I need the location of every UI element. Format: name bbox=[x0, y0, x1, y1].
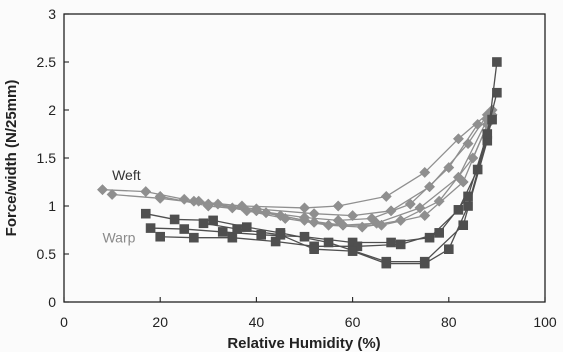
series-9-point-3 bbox=[227, 232, 238, 243]
axis-layer bbox=[63, 13, 546, 303]
series-1-point-1 bbox=[96, 184, 109, 196]
series-10-point-6 bbox=[381, 258, 392, 269]
series-1-point-8 bbox=[419, 166, 431, 178]
y-tick-label-1-5: 1.5 bbox=[37, 150, 57, 166]
series-9-point-4 bbox=[270, 236, 281, 247]
y-tick-label-2-5: 2.5 bbox=[37, 54, 57, 70]
series-4-point-7 bbox=[414, 202, 426, 214]
series-3-point-1 bbox=[154, 190, 166, 202]
series-5-point-4 bbox=[322, 219, 335, 231]
series-1-point-6 bbox=[332, 200, 344, 212]
series-8-point-5 bbox=[299, 231, 310, 242]
y-tick-label-1: 1 bbox=[48, 198, 56, 214]
series-9-line bbox=[159, 133, 488, 247]
series-10-point-10 bbox=[487, 114, 497, 125]
series-3-point-9 bbox=[472, 118, 484, 130]
series-3-point-8 bbox=[443, 162, 455, 174]
series-10-point-7 bbox=[419, 258, 430, 269]
series-6-point-4 bbox=[337, 219, 349, 231]
x-tick-label-100: 100 bbox=[533, 314, 557, 330]
y-tick-label-2: 2 bbox=[48, 102, 56, 118]
x-tick-label-40: 40 bbox=[249, 314, 265, 330]
series-10-point-9 bbox=[463, 201, 473, 211]
series-9-point-2 bbox=[189, 232, 199, 243]
x-axis-title: Relative Humidity (%) bbox=[227, 335, 380, 352]
series-8-point-9 bbox=[453, 205, 464, 215]
series-6-line bbox=[217, 123, 488, 226]
series-10-point-8 bbox=[443, 244, 454, 254]
series-10-line bbox=[202, 118, 493, 265]
series-4-point-1 bbox=[178, 193, 190, 205]
series-7-point-4 bbox=[241, 222, 252, 232]
series-6-point-7 bbox=[457, 176, 469, 188]
text-layer: 0 20 40 60 80 100 0 0.5 1 1.5 2 2.5 3 Relative Humidi… bbox=[3, 6, 557, 352]
x-tick-label-60: 60 bbox=[345, 314, 361, 330]
x-tick-label-0: 0 bbox=[60, 314, 68, 330]
series-7-point-2 bbox=[169, 214, 180, 225]
y-tick-label-0-5: 0.5 bbox=[37, 246, 57, 262]
series-9-point-1 bbox=[155, 231, 165, 242]
series-8-point-2 bbox=[179, 224, 190, 234]
series-8-point-7 bbox=[386, 237, 396, 248]
series-6-point-6 bbox=[419, 210, 431, 222]
series-3-point-7 bbox=[404, 198, 416, 210]
series-9-point-7 bbox=[395, 239, 406, 250]
series-2-point-6 bbox=[347, 210, 359, 222]
series-7-point-6 bbox=[323, 237, 334, 248]
y-tick-label-3: 3 bbox=[48, 6, 56, 22]
y-tick-label-0: 0 bbox=[48, 294, 56, 310]
series-7-line bbox=[145, 61, 498, 263]
series-1-point-5 bbox=[298, 202, 311, 214]
x-tick-label-20: 20 bbox=[152, 314, 168, 330]
series-6-point-3 bbox=[298, 214, 311, 226]
series-6-point-2 bbox=[260, 207, 272, 219]
series-8-point-1 bbox=[145, 223, 156, 233]
series-7-point-11 bbox=[492, 57, 502, 67]
series-1-line bbox=[101, 109, 493, 209]
annotation-weft: Weft bbox=[112, 167, 141, 183]
series-1-point-9 bbox=[452, 133, 464, 145]
y-axis-title: Force/width (N/25mm) bbox=[3, 80, 20, 237]
series-8-point-4 bbox=[256, 230, 267, 240]
series-10-point-3 bbox=[275, 230, 286, 240]
series-5-point-1 bbox=[193, 195, 205, 207]
x-tick-label-80: 80 bbox=[441, 314, 457, 330]
series-6-point-1 bbox=[212, 198, 224, 210]
series-8-point-11 bbox=[492, 87, 502, 98]
series-10-point-5 bbox=[347, 246, 358, 256]
series-9-point-9 bbox=[463, 191, 473, 202]
annotation-warp: Warp bbox=[102, 229, 135, 245]
series-7-point-1 bbox=[140, 208, 151, 219]
series-2-line bbox=[111, 114, 488, 217]
series-1-point-2 bbox=[140, 186, 152, 198]
series-7-point-9 bbox=[458, 220, 469, 230]
series-layer bbox=[96, 57, 502, 269]
series-10-point-1 bbox=[198, 218, 209, 229]
series-10-point-2 bbox=[232, 224, 242, 234]
series-1-point-7 bbox=[380, 190, 392, 202]
series-2-point-1 bbox=[106, 188, 118, 201]
series-10-point-4 bbox=[309, 244, 319, 254]
series-6-point-5 bbox=[375, 219, 388, 231]
series-7-point-3 bbox=[208, 215, 218, 226]
series-8-point-3 bbox=[217, 227, 228, 237]
series-9-point-8 bbox=[434, 228, 444, 238]
series-2-point-9 bbox=[462, 138, 474, 150]
